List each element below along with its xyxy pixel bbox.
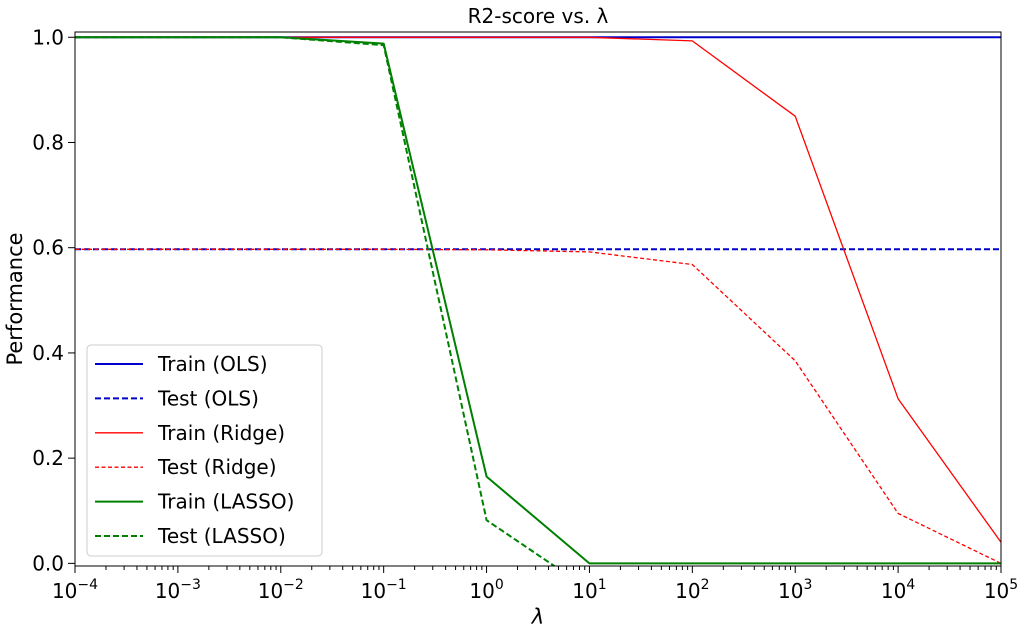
x-tick-label: 10−1 <box>361 577 407 603</box>
legend-label: Train (Ridge) <box>157 421 285 445</box>
x-tick-label: 101 <box>572 577 606 603</box>
legend-label: Test (OLS) <box>157 386 259 410</box>
x-tick-label: 10−3 <box>155 577 201 603</box>
y-axis: 0.0 0.2 0.4 0.6 0.8 1.0 <box>32 25 75 575</box>
chart-title: R2-score vs. λ <box>468 4 609 28</box>
x-tick-label: 103 <box>778 577 812 603</box>
legend-label: Train (OLS) <box>157 352 268 376</box>
y-tick-label: 0.6 <box>32 236 64 260</box>
legend-box <box>86 344 323 557</box>
plot-frame <box>74 31 1002 567</box>
series-line-test-ridge <box>75 248 1001 564</box>
y-tick-label: 0.0 <box>32 551 64 575</box>
legend-label: Test (Ridge) <box>157 455 277 479</box>
x-tick-label: 10−2 <box>258 577 304 603</box>
x-tick-label: 10−4 <box>52 577 98 603</box>
x-tick-label: 100 <box>469 577 503 603</box>
x-axis-label: λ <box>531 605 544 627</box>
x-tick-label: 104 <box>881 577 915 603</box>
x-tick-label: 102 <box>675 577 709 603</box>
x-tick-label: 105 <box>984 577 1018 603</box>
x-axis: 10−4 10−3 10−2 10−1 100 101 102 103 104 105 <box>52 566 1018 603</box>
legend: Train (OLS) Test (OLS) Train (Ridge) Test (… <box>86 344 323 557</box>
legend-label: Train (LASSO) <box>157 490 294 514</box>
series-line-test-lasso <box>75 36 557 566</box>
legend-label: Test (LASSO) <box>157 524 286 548</box>
y-tick-label: 0.2 <box>32 446 64 470</box>
y-tick-label: 1.0 <box>32 25 64 49</box>
y-axis-label: Performance <box>3 232 27 365</box>
y-tick-label: 0.4 <box>32 341 64 365</box>
y-tick-label: 0.8 <box>32 130 64 154</box>
